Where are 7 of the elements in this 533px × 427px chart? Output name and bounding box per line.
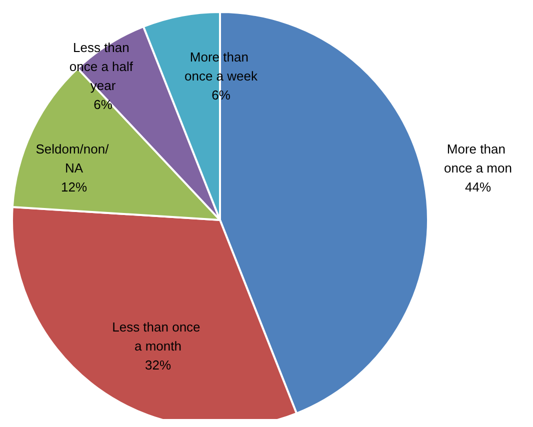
slice-label: Less than once a month bbox=[112, 320, 204, 354]
slice-label: More than once a mon bbox=[444, 142, 512, 176]
data-label: 32% bbox=[144, 358, 172, 372]
slice-label: Seldom/non/ NA bbox=[36, 142, 112, 176]
data-label: 44% bbox=[464, 180, 492, 194]
data-label: 12% bbox=[60, 180, 88, 194]
data-label: 6% bbox=[94, 97, 113, 112]
